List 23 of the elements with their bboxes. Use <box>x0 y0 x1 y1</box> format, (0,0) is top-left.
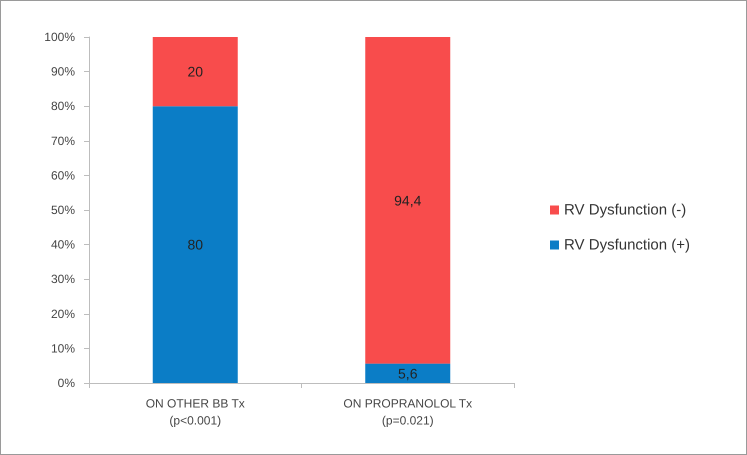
data-label: 5,6 <box>398 365 418 382</box>
y-tick-label: 50% <box>50 203 76 217</box>
data-label: 20 <box>187 64 204 80</box>
bar <box>365 364 450 383</box>
y-tick-label: 100% <box>44 30 76 44</box>
y-tick-label: 10% <box>50 341 76 356</box>
y-tick-label: 80% <box>50 99 76 114</box>
data-label: 94,4 <box>394 192 422 208</box>
y-tick-label: 90% <box>50 64 76 79</box>
bar <box>365 37 450 364</box>
y-tick-label: 20% <box>50 306 76 321</box>
x-tick-label: ON PROPRANOLOL Tx (p=0.021) <box>343 396 472 428</box>
legend-label: RV Dysfunction (-) <box>564 202 686 218</box>
y-tick-label: 40% <box>50 238 76 252</box>
x-tick-label: ON OTHER BB Tx (p<0.001) <box>146 396 245 428</box>
y-tick-label: 30% <box>50 272 76 286</box>
bar <box>152 106 238 383</box>
legend-label: RV Dysfunction (+) <box>564 236 690 254</box>
y-tick-label: 0% <box>58 376 76 390</box>
bar <box>152 37 238 106</box>
y-tick-label: 60% <box>50 168 76 182</box>
y-tick-label: 70% <box>50 134 76 148</box>
data-label: 80 <box>187 236 204 253</box>
